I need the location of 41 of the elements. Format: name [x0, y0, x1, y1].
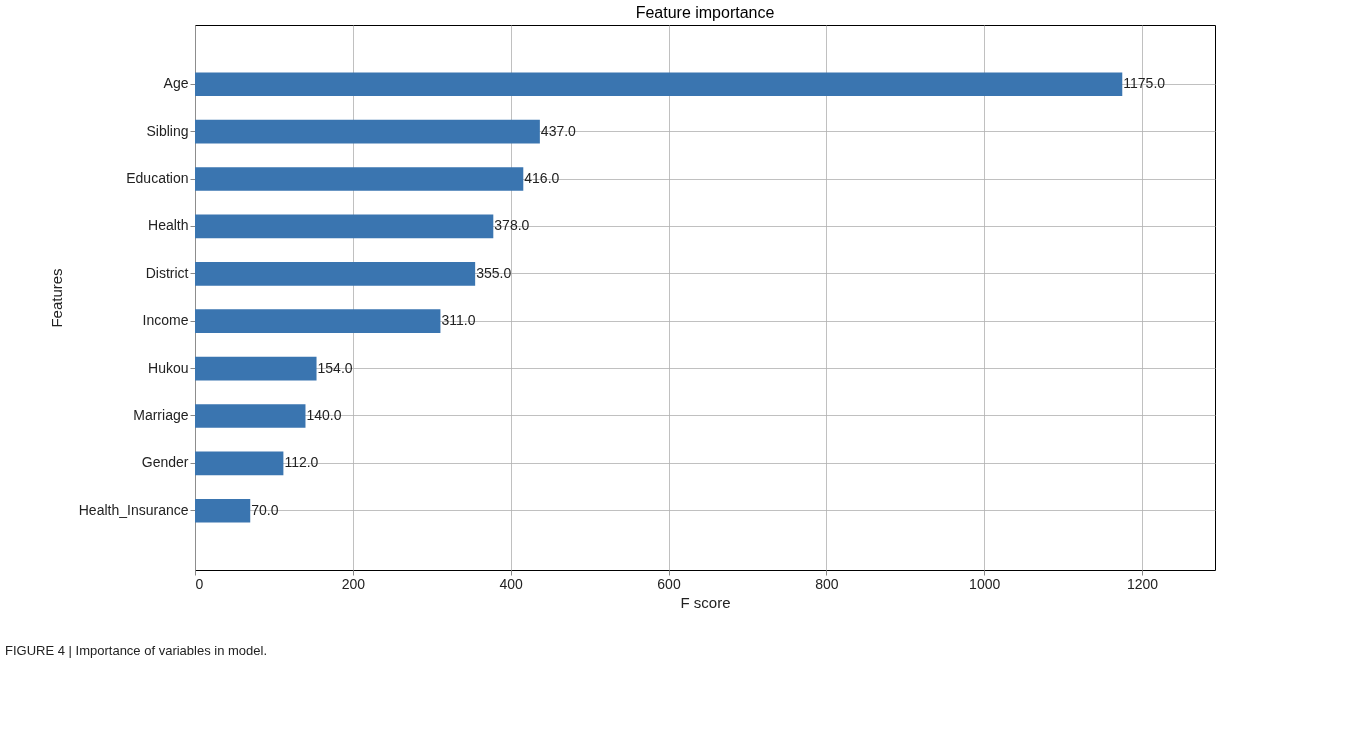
x-tick-label: 600	[657, 575, 681, 592]
bar	[195, 356, 317, 381]
y-tick-label: Health	[148, 217, 189, 234]
y-tick-label: Marriage	[133, 406, 189, 423]
data-label: 154.0	[317, 359, 353, 376]
bar	[195, 261, 476, 286]
x-tick-label: 200	[341, 575, 366, 592]
y-tick-label: District	[145, 264, 189, 281]
bar	[195, 451, 284, 476]
caption: FIGURE 4 | Importance of variables in model.	[5, 643, 268, 658]
bar	[195, 404, 306, 428]
y-tick-label: Sibling	[146, 122, 189, 139]
x-tick-label: 1200	[1126, 575, 1159, 592]
data-label: 437.0	[540, 122, 577, 139]
bar	[195, 214, 494, 239]
data-label: 378.0	[494, 217, 530, 234]
y-tick-label: Age	[163, 75, 189, 92]
data-label: 70.0	[251, 501, 279, 518]
y-tick-label: Gender	[141, 454, 189, 471]
data-label: 1175.0	[1123, 75, 1166, 92]
x-tick-label: 400	[499, 575, 524, 592]
bar	[195, 119, 540, 144]
data-label: 112.0	[284, 454, 319, 471]
data-label: 311.0	[441, 312, 476, 329]
y-axis-title: Features	[47, 268, 65, 328]
x-tick-label: 1000	[969, 575, 1001, 592]
data-label: 355.0	[476, 264, 512, 281]
bar	[195, 498, 251, 523]
x-tick-label: 0	[195, 575, 204, 592]
y-tick-label: Income	[142, 312, 189, 329]
bar	[195, 72, 1123, 97]
y-tick-label: Hukou	[148, 359, 189, 376]
chart-title: Feature importance	[635, 4, 775, 21]
x-tick-label: 800	[815, 575, 839, 592]
y-tick-label: Health_Insurance	[78, 501, 189, 518]
data-label: 140.0	[306, 406, 342, 423]
data-label: 416.0	[524, 170, 560, 187]
x-axis-title: F score	[680, 593, 731, 611]
y-tick-label: Education	[126, 170, 189, 187]
bar	[195, 309, 441, 334]
bar	[195, 167, 524, 191]
